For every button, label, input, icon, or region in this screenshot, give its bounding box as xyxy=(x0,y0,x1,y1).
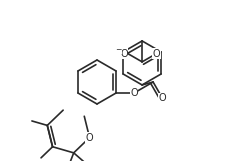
Text: O: O xyxy=(120,49,128,59)
Text: O: O xyxy=(86,133,93,143)
Text: −: − xyxy=(116,45,122,54)
Text: O: O xyxy=(153,49,160,59)
Text: O: O xyxy=(159,93,166,103)
Text: O: O xyxy=(130,88,138,98)
